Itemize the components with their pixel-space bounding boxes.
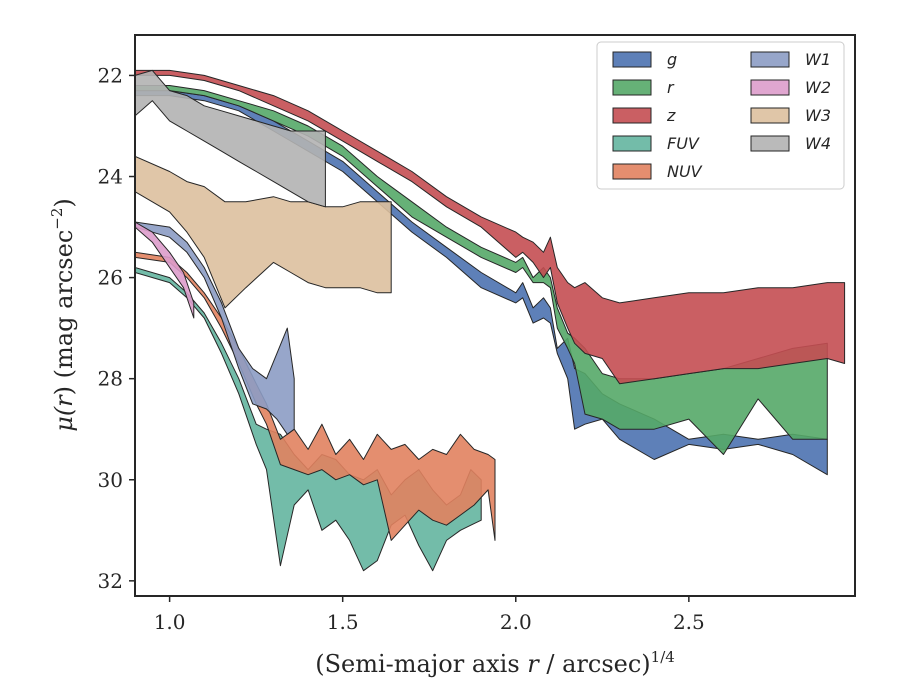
legend-swatch-w1 [750, 51, 790, 68]
legend-swatch-g [612, 51, 652, 68]
area-w3 [135, 155, 392, 309]
series-areas [135, 69, 846, 572]
legend: grz FUV NUV W1 W2 W3 W4 [596, 41, 845, 190]
area-w4 [135, 69, 326, 208]
legend-swatch-w3 [750, 107, 790, 124]
x-axis-label-var: r [527, 650, 540, 678]
legend-swatch-z [612, 107, 652, 124]
y-axis-label-var: r [50, 394, 78, 407]
legend-label-nuv: NUV [667, 162, 703, 181]
y-tick-label: 24 [98, 165, 123, 189]
area-z [135, 69, 846, 385]
x-tick-label: 2.0 [500, 610, 532, 634]
legend-swatch-nuv [612, 163, 652, 180]
legend-label-w3: W3 [805, 106, 831, 125]
y-tick-label: 28 [98, 367, 123, 391]
plot-frame [134, 34, 856, 597]
y-axis-label-mu: μ( [50, 406, 78, 432]
x-axis-label-sup: 1/4 [651, 648, 675, 666]
y-axis-label-mid: ) (mag arcsec [50, 230, 78, 396]
legend-label-fuv: FUV [667, 134, 700, 153]
x-axis-label-post: / arcsec) [539, 650, 651, 678]
x-axis-label: (Semi-major axis r / arcsec)1/4 [315, 648, 675, 678]
x-tick-label: 1.0 [154, 610, 186, 634]
x-axis-label-pre: (Semi-major axis [315, 650, 527, 678]
legend-swatch-fuv [612, 135, 652, 152]
legend-swatch-w2 [750, 79, 790, 96]
area-fuv [135, 267, 482, 572]
legend-label-w1: W1 [805, 50, 831, 69]
legend-label-w4: W4 [805, 134, 831, 153]
legend-swatch-w4 [750, 135, 790, 152]
y-tick-label: 32 [98, 569, 123, 593]
y-axis-label-sup: −2 [48, 208, 66, 230]
y-axis-label: μ(r) (mag arcsec−2) [48, 198, 78, 432]
y-tick-label: 22 [98, 63, 123, 87]
legend-box [596, 41, 845, 190]
x-tick-label: 2.5 [673, 610, 705, 634]
area-g [135, 90, 828, 476]
legend-label-r: r [667, 78, 675, 97]
legend-swatch-r [612, 79, 652, 96]
legend-items: grz FUV NUV W1 W2 W3 W4 [612, 50, 831, 181]
y-axis-ticks: 22 24 26 28 30 32 [98, 63, 135, 593]
y-tick-label: 26 [98, 266, 123, 290]
legend-label-g: g [667, 50, 677, 69]
y-tick-label: 30 [98, 468, 123, 492]
legend-label-w2: W2 [805, 78, 831, 97]
y-axis-label-post: ) [50, 198, 78, 207]
area-r [135, 85, 828, 455]
x-axis-ticks: 1.0 1.5 2.0 2.5 [154, 596, 705, 634]
area-w1 [135, 221, 295, 435]
x-tick-label: 1.5 [327, 610, 359, 634]
area-w2 [135, 221, 195, 319]
legend-label-z: z [666, 106, 676, 125]
